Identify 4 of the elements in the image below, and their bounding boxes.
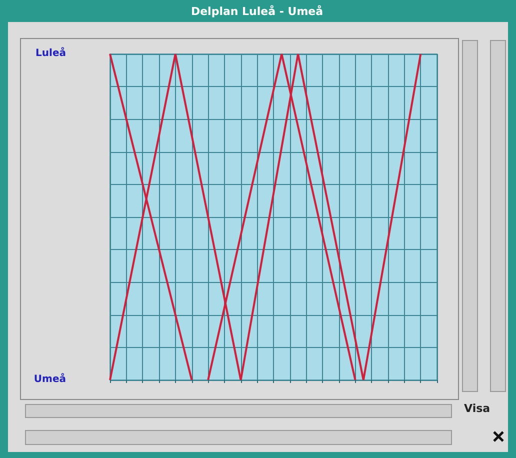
text: Luleå [36, 47, 66, 61]
text: Visa [464, 402, 490, 415]
text: Umeå [34, 373, 66, 387]
chart-title: Delplan Luleå - Umeå [190, 4, 324, 20]
